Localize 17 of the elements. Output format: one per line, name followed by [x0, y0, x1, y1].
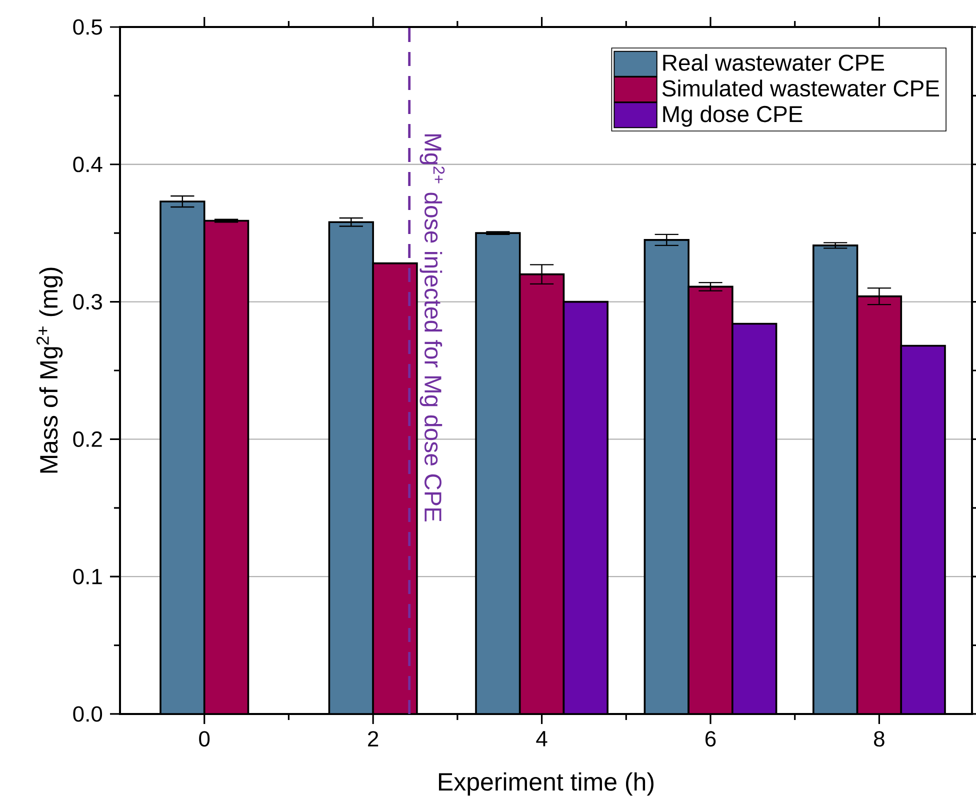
y-tick-label: 0.5	[73, 19, 102, 35]
y-tick-label: 0.4	[73, 156, 102, 172]
x-tick-label: 8	[874, 731, 884, 747]
x-axis-title: Experiment time (h)	[438, 772, 654, 796]
y-axis-title: Mass of Mg$^{2+}$ (mg)	[36, 268, 63, 473]
y-tick-label: 0.1	[73, 568, 102, 584]
legend-label: Simulated wastewater CPE	[662, 80, 939, 97]
y-tick-label: 0.3	[73, 294, 102, 310]
legend-label: Real wastewater CPE	[663, 54, 884, 71]
y-tick-label: 0.2	[73, 431, 102, 447]
y-tick-label: 0.0	[73, 706, 102, 722]
legend-label: Mg dose CPE	[663, 105, 802, 127]
x-tick-label: 6	[706, 731, 716, 747]
ref-line-label: Mg$^{2+}$ dose injected for Mg dose CPE	[420, 134, 445, 522]
x-tick-label: 0	[199, 731, 210, 747]
x-tick-label: 4	[536, 731, 548, 746]
x-tick-label: 2	[368, 731, 378, 746]
